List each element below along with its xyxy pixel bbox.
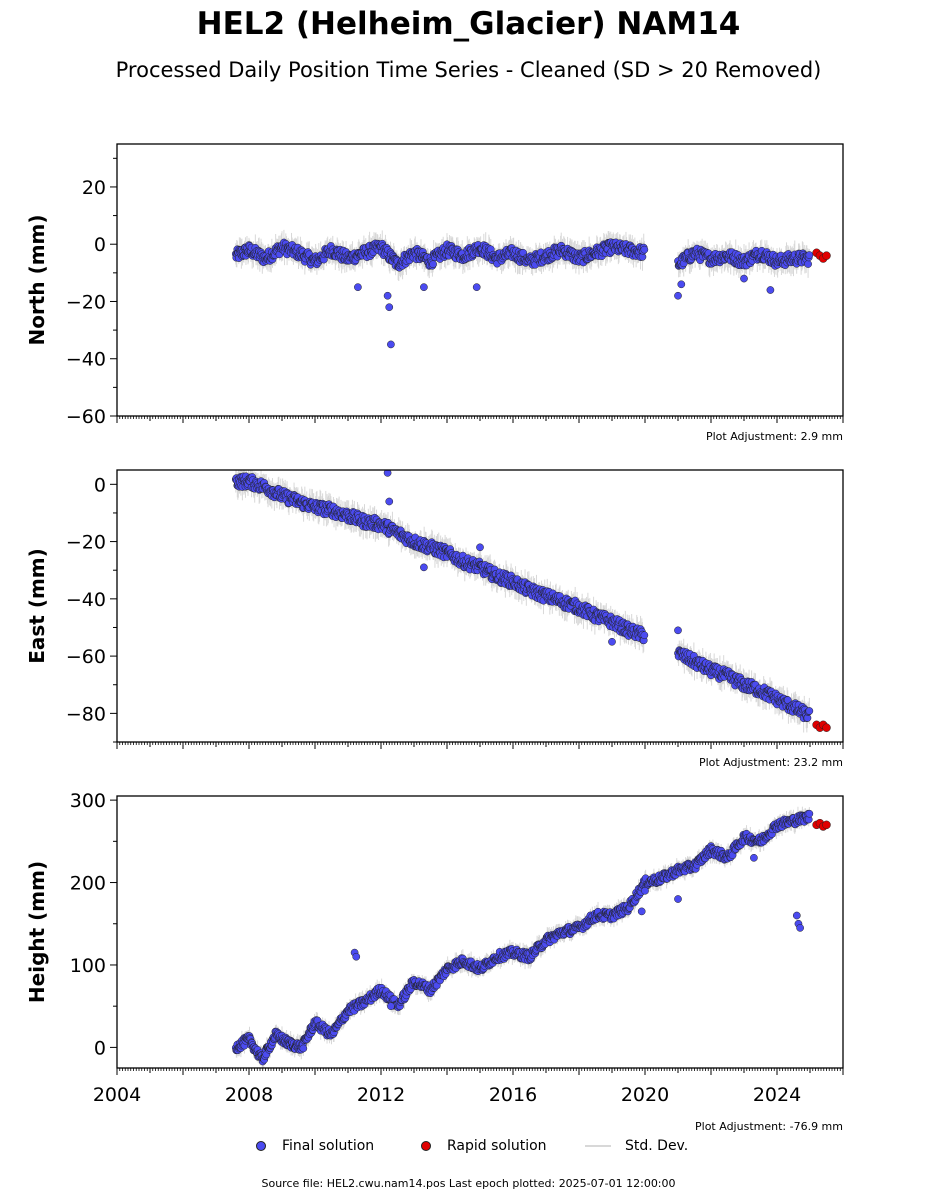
final-solution-outlier [383, 470, 392, 477]
plot-area [231, 470, 831, 733]
final-solution-outlier [420, 563, 428, 572]
y-tick-label: −20 [66, 532, 106, 554]
panel-frame [116, 143, 844, 417]
plot-area [231, 806, 831, 1068]
final-solution-point [804, 260, 812, 268]
y-tick-label: 0 [94, 474, 106, 496]
rapid-solution-point [822, 723, 831, 732]
y-tick-label: −20 [66, 291, 106, 313]
final-solution-outlier [383, 291, 392, 300]
y-tick-label: −40 [66, 589, 106, 611]
plot-adjustment-label: Plot Adjustment: 23.2 mm [699, 756, 843, 769]
y-axis-title: North (mm) [25, 214, 49, 345]
final-solution-outlier [674, 291, 682, 300]
final-solution-point [640, 631, 649, 640]
rapid-solution-point [822, 251, 831, 260]
final-solution-outlier [354, 283, 362, 292]
final-solution-outlier [385, 303, 394, 312]
panel-frame [116, 469, 844, 743]
final-solution-outlier [674, 626, 682, 635]
chart-subtitle: Processed Daily Position Time Series - C… [115, 58, 822, 82]
final-solution-point [640, 245, 649, 254]
final-solution-point [429, 260, 437, 269]
y-tick-label: 20 [82, 177, 106, 199]
y-tick-label: −60 [66, 646, 106, 668]
plot-area [231, 229, 831, 349]
final-solution-outlier [740, 274, 748, 283]
final-solution-outlier [472, 283, 481, 292]
final-solution-point [805, 251, 814, 259]
chart-title: HEL2 (Helheim_Glacier) NAM14 [196, 6, 741, 42]
final-solution-outlier [385, 497, 394, 506]
final-solution-outlier [677, 280, 686, 289]
y-tick-label: −60 [66, 406, 106, 428]
plot-adjustment-label: Plot Adjustment: 2.9 mm [706, 430, 843, 443]
y-tick-label: −40 [66, 349, 106, 371]
final-solution-outlier [476, 543, 484, 552]
panel-0: 20 0 −20 −40 −60 North (mm) Plot Adjustment: 2… [25, 143, 844, 443]
y-tick-label: 0 [94, 234, 106, 256]
y-axis-title: East (mm) [25, 548, 49, 664]
final-solution-outlier [387, 340, 395, 349]
final-solution-outlier [608, 637, 616, 646]
y-tick-label: −80 [66, 703, 106, 725]
final-solution-outlier [766, 286, 775, 294]
final-solution-point [805, 707, 814, 715]
panel-1: 0 −20 −40 −60 −80 East (mm) Plot Adjustment: 2… [25, 469, 844, 769]
final-solution-outlier [420, 283, 428, 292]
